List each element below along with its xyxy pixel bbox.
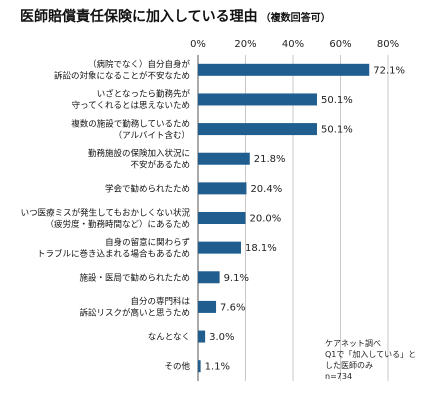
x-tick-label: 20% — [234, 39, 256, 50]
x-tick-label: 60% — [329, 39, 351, 50]
x-tick-label: 0% — [190, 39, 206, 50]
category-label: （疲労度・勤務時間など）にあるため — [45, 219, 190, 230]
value-label: 20.0% — [250, 214, 282, 225]
source-note-line: ケアネット調べ — [325, 339, 381, 348]
bar — [198, 93, 317, 106]
title-row: 医師賠償責任保険に加入している理由 （複数回答可） — [20, 6, 331, 26]
category-label: 自分の専門科は — [130, 296, 190, 307]
value-label: 3.0% — [209, 332, 234, 343]
x-tick-label: 80% — [377, 39, 399, 50]
category-label: 不安があるため — [130, 159, 190, 170]
category-label: 施設・医局で勧められたため — [79, 272, 190, 283]
category-label: いつ医療ミスが発生してもおかしくない状況 — [21, 207, 191, 218]
value-label: 7.6% — [220, 302, 245, 313]
bar — [198, 123, 317, 136]
category-label: 学会で勧められたため — [105, 183, 190, 194]
x-tick-label: 40% — [282, 39, 304, 50]
category-label: （病院でなく）自分自身が — [88, 59, 191, 70]
value-label: 50.1% — [321, 125, 353, 136]
chart-title: 医師賠償責任保険に加入している理由 — [20, 9, 258, 25]
value-label: 20.4% — [250, 184, 282, 195]
source-note-line: した医師のみ — [325, 361, 373, 370]
bar — [198, 152, 250, 165]
bar — [198, 271, 220, 284]
bar — [198, 241, 241, 254]
bar — [198, 330, 206, 343]
bar — [198, 212, 246, 224]
source-note-line: n=734 — [325, 372, 353, 381]
category-label: 守ってくれるとは思えないため — [72, 100, 190, 111]
category-label: いざとなったら勤務先が — [97, 89, 191, 100]
bar — [198, 360, 201, 373]
value-label: 1.1% — [205, 362, 230, 373]
value-label: 9.1% — [224, 273, 249, 284]
value-label: 72.1% — [373, 65, 405, 76]
value-label: 18.1% — [245, 243, 277, 254]
category-label: 自身の留意に関わらず — [105, 237, 190, 248]
category-label: その他 — [164, 361, 190, 372]
category-label: なんとなく — [148, 333, 190, 343]
category-label: 複数の施設で勤務しているため — [71, 118, 190, 129]
value-label: 21.8% — [254, 154, 286, 165]
chart-subtitle: （複数回答可） — [260, 13, 331, 24]
value-label: 50.1% — [321, 95, 353, 106]
bar — [198, 300, 217, 313]
source-note: ケアネット調べ Q1で「加入している」と した医師のみ n=734 — [325, 338, 435, 382]
category-label: 訴訟の対象になることが不安なため — [54, 71, 190, 82]
category-label: 訴訟リスクが高いと思うため — [79, 308, 190, 319]
bar — [198, 182, 247, 195]
category-label: トラブルに巻き込まれる場合もあるため — [37, 248, 190, 259]
bar — [198, 63, 370, 76]
category-label: 勤務施設の保険加入状況に — [88, 148, 190, 159]
source-note-line: Q1で「加入している」と — [325, 350, 417, 359]
category-label: （アルバイト含む） — [114, 130, 190, 141]
